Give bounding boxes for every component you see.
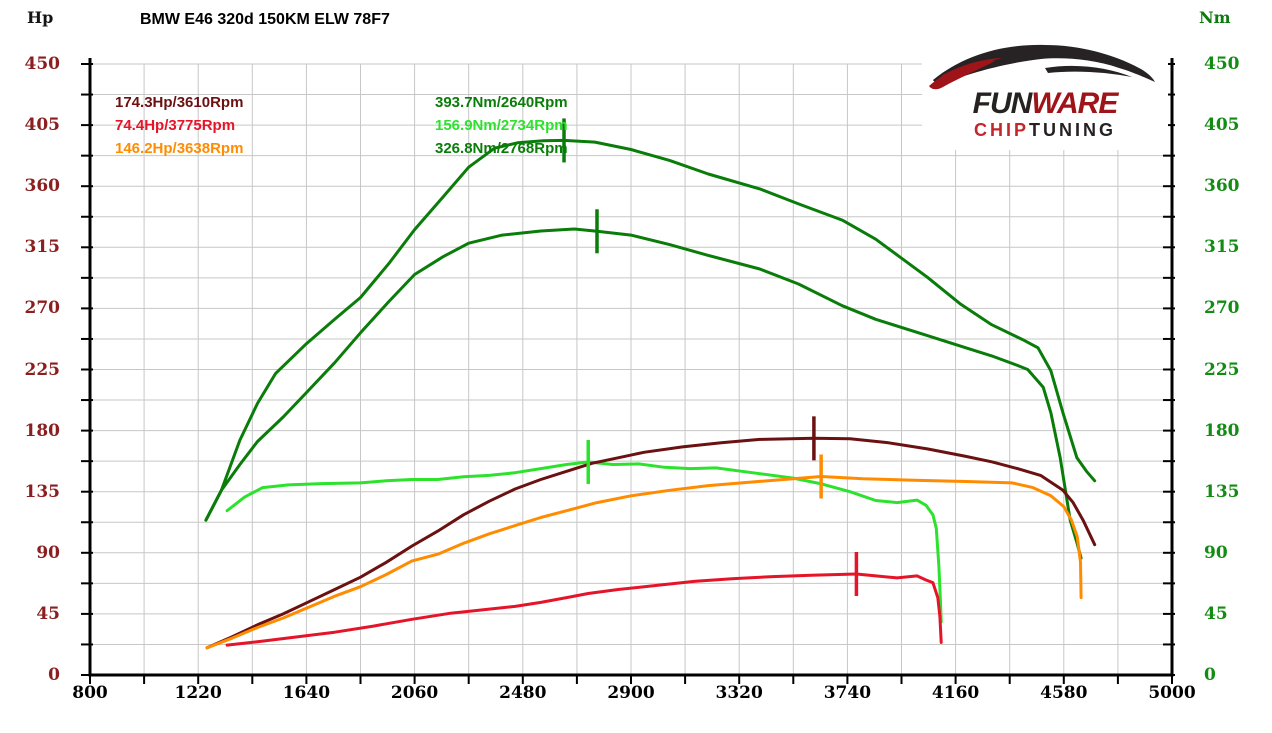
curve-power-dark-red-tuned [205, 436, 1097, 650]
y-right-tick-0: 0 [1204, 665, 1216, 685]
y-right-tick-135: 135 [1204, 481, 1240, 502]
x-tick-4580: 4580 [1040, 683, 1088, 703]
x-tick-2060: 2060 [390, 683, 439, 703]
x-tick-4160: 4160 [931, 683, 980, 703]
y-left-tick-225: 225 [24, 359, 61, 380]
funware-logo: FUNWARE CHIPTUNING [922, 38, 1168, 150]
car-silhouette-icon [929, 44, 1155, 90]
right-axis-unit-label: Nm [1199, 8, 1231, 27]
curve-torque-dark-green-tuned [204, 138, 1097, 522]
x-tick-1220: 1220 [174, 683, 222, 703]
y-right-tick-450: 450 [1204, 54, 1240, 74]
x-tick-3320: 3320 [715, 683, 763, 703]
legend-power-red: 74.4Hp/3775Rpm [115, 117, 236, 134]
y-left-tick-405: 405 [24, 115, 61, 136]
y-right-tick-180: 180 [1204, 420, 1240, 441]
logo-brand-text: FUNWARE [922, 89, 1168, 119]
curves [204, 138, 1097, 650]
y-left-tick-360: 360 [24, 176, 61, 197]
y-left-tick-270: 270 [24, 298, 61, 319]
y-right-tick-45: 45 [1204, 603, 1228, 624]
y-right-tick-90: 90 [1204, 542, 1228, 563]
y-left-tick-450: 450 [24, 54, 61, 74]
logo-brand-fun: FUN [972, 87, 1033, 120]
y-left-tick-45: 45 [36, 603, 60, 624]
y-left-tick-315: 315 [24, 237, 61, 258]
y-right-tick-405: 405 [1204, 115, 1240, 136]
curve-torque-dark-green-stock [204, 227, 1083, 560]
x-tick-2480: 2480 [499, 683, 547, 703]
curve-power-orange-stock [205, 475, 1083, 650]
legend-torque-tuned: 393.7Nm/2640Rpm [435, 94, 568, 111]
logo-brand-ware: WARE [1031, 87, 1118, 120]
x-tick-5000: 5000 [1148, 683, 1196, 703]
y-right-tick-315: 315 [1204, 237, 1240, 258]
y-left-tick-90: 90 [36, 542, 60, 563]
curve-torque-bright-green [225, 460, 943, 624]
logo-sub-tuning: TUNING [1029, 120, 1116, 140]
chart-title: BMW E46 320d 150KM ELW 78F7 [140, 11, 390, 28]
gridlines [90, 63, 1172, 675]
legend-torque-stock: 326.8Nm/2768Rpm [435, 140, 568, 157]
legend-torque-bright: 156.9Nm/2734Rpm [435, 117, 568, 134]
axis-ticks [81, 63, 1175, 684]
y-left-tick-0: 0 [48, 665, 60, 685]
x-tick-2900: 2900 [607, 683, 655, 703]
y-right-tick-270: 270 [1204, 298, 1240, 319]
legend-power-tuned: 174.3Hp/3610Rpm [115, 94, 244, 111]
y-right-tick-225: 225 [1204, 359, 1240, 380]
x-tick-800: 800 [72, 683, 108, 703]
peak-markers [562, 118, 859, 596]
x-tick-1640: 1640 [282, 683, 331, 703]
left-axis-unit-label: Hp [27, 8, 54, 27]
y-right-tick-360: 360 [1204, 176, 1240, 197]
curve-power-red [225, 572, 943, 647]
y-left-tick-135: 135 [24, 481, 61, 502]
logo-sub-chip: CHIP [973, 120, 1029, 140]
legend-power-stock: 146.2Hp/3638Rpm [115, 140, 244, 157]
x-tick-3740: 3740 [823, 683, 872, 703]
y-left-tick-180: 180 [24, 420, 61, 441]
logo-sub-text: CHIPTUNING [922, 119, 1168, 141]
